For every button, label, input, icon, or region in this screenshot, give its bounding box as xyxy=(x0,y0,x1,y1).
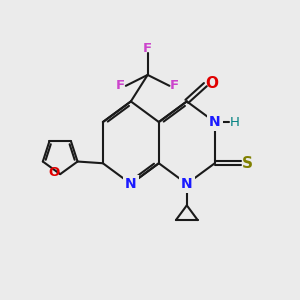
Text: N: N xyxy=(181,177,193,191)
Text: F: F xyxy=(116,79,125,92)
Text: O: O xyxy=(205,76,218,91)
Text: N: N xyxy=(125,177,137,191)
Text: O: O xyxy=(48,166,59,179)
Text: S: S xyxy=(242,156,253,171)
Text: H: H xyxy=(230,116,239,128)
Text: N: N xyxy=(209,115,220,129)
Text: F: F xyxy=(143,42,152,55)
Text: F: F xyxy=(170,79,179,92)
